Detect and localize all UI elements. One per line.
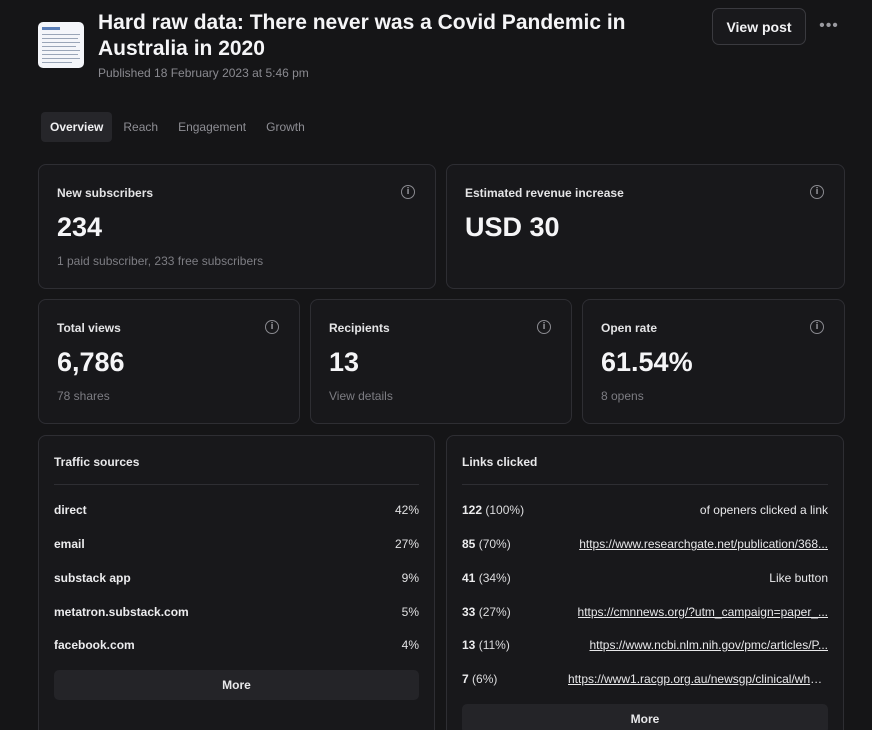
card-label: Total views — [57, 321, 121, 335]
source-name: direct — [54, 503, 87, 517]
list-item: metatron.substack.com 5% — [54, 603, 419, 621]
source-name: facebook.com — [54, 638, 135, 652]
card-value: 6,786 — [57, 347, 125, 377]
click-count: 122 (100%) — [462, 503, 525, 517]
click-count: 85 (70%) — [462, 537, 511, 551]
list-item: 33 (27%) https://cmnnews.org/?utm_campai… — [462, 603, 828, 621]
info-icon[interactable]: i — [537, 320, 551, 334]
links-clicked-panel: Links clicked 122 (100%) of openers clic… — [446, 435, 844, 730]
source-percent: 42% — [394, 503, 419, 517]
info-icon[interactable]: i — [265, 320, 279, 334]
links-more-button[interactable]: More — [462, 704, 828, 730]
link-url[interactable]: https://www.ncbi.nlm.nih.gov/pmc/article… — [589, 638, 828, 652]
click-count: 41 (34%) — [462, 571, 511, 585]
card-label: Open rate — [601, 321, 658, 335]
panel-title: Traffic sources — [54, 455, 140, 469]
card-label: New subscribers — [57, 186, 154, 200]
list-item: direct 42% — [54, 501, 419, 519]
source-percent: 9% — [401, 571, 419, 585]
link-url[interactable]: https://www.researchgate.net/publication… — [579, 537, 828, 551]
list-item: email 27% — [54, 535, 419, 553]
post-thumbnail[interactable] — [38, 22, 84, 68]
view-post-button[interactable]: View post — [712, 8, 806, 45]
tab-growth[interactable]: Growth — [266, 120, 305, 134]
source-name: substack app — [54, 571, 131, 585]
link-target: Like button — [769, 571, 828, 585]
tab-bar: Overview Reach Engagement Growth — [41, 112, 314, 142]
divider — [54, 484, 419, 485]
link-url[interactable]: https://cmnnews.org/?utm_campaign=paper_… — [577, 605, 828, 619]
traffic-more-button[interactable]: More — [54, 670, 419, 700]
traffic-sources-panel: Traffic sources direct 42% email 27% sub… — [38, 435, 435, 730]
card-subtext: 78 shares — [57, 389, 110, 403]
list-item: facebook.com 4% — [54, 636, 419, 654]
card-value: USD 30 — [465, 212, 560, 242]
click-count: 33 (27%) — [462, 605, 511, 619]
info-icon[interactable]: i — [401, 185, 415, 199]
list-item: substack app 9% — [54, 569, 419, 587]
divider — [462, 484, 828, 485]
recipients-card: Recipients i 13 View details — [310, 299, 572, 424]
card-value: 13 — [329, 347, 360, 377]
list-item: 7 (6%) https://www1.racgp.org.au/newsgp/… — [462, 670, 828, 688]
list-item: 13 (11%) https://www.ncbi.nlm.nih.gov/pm… — [462, 636, 828, 654]
revenue-card: Estimated revenue increase i USD 30 — [446, 164, 845, 289]
link-url[interactable]: https://www1.racgp.org.au/newsgp/clinica… — [568, 672, 828, 686]
source-percent: 5% — [401, 605, 419, 619]
view-details-link[interactable]: View details — [329, 389, 393, 403]
tab-overview[interactable]: Overview — [41, 112, 113, 142]
open-rate-card: Open rate i 61.54% 8 opens — [582, 299, 845, 424]
info-icon[interactable]: i — [810, 185, 824, 199]
total-views-card: Total views i 6,786 78 shares — [38, 299, 300, 424]
post-header: Hard raw data: There never was a Covid P… — [38, 8, 838, 88]
source-name: email — [54, 537, 85, 551]
card-value: 61.54% — [601, 347, 693, 377]
card-label: Recipients — [329, 321, 390, 335]
source-percent: 27% — [394, 537, 419, 551]
new-subscribers-card: New subscribers i 234 1 paid subscriber,… — [38, 164, 436, 289]
list-item: 122 (100%) of openers clicked a link — [462, 501, 828, 519]
link-target: of openers clicked a link — [699, 503, 828, 517]
published-date: Published 18 February 2023 at 5:46 pm — [98, 66, 309, 80]
card-label: Estimated revenue increase — [465, 186, 624, 200]
post-title: Hard raw data: There never was a Covid P… — [98, 11, 626, 60]
source-percent: 4% — [401, 638, 419, 652]
info-icon[interactable]: i — [810, 320, 824, 334]
click-count: 7 (6%) — [462, 672, 498, 686]
tab-engagement[interactable]: Engagement — [178, 120, 247, 134]
list-item: 41 (34%) Like button — [462, 569, 828, 587]
card-value: 234 — [57, 212, 103, 242]
click-count: 13 (11%) — [462, 638, 510, 652]
ellipsis-icon[interactable]: ••• — [819, 17, 839, 34]
card-subtext: 1 paid subscriber, 233 free subscribers — [57, 254, 264, 268]
card-subtext: 8 opens — [601, 389, 644, 403]
panel-title: Links clicked — [462, 455, 538, 469]
list-item: 85 (70%) https://www.researchgate.net/pu… — [462, 535, 828, 553]
source-name: metatron.substack.com — [54, 605, 189, 619]
tab-reach[interactable]: Reach — [123, 120, 159, 134]
